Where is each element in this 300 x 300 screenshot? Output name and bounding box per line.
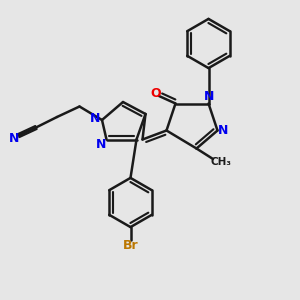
Text: N: N: [90, 112, 100, 125]
Text: O: O: [150, 86, 161, 100]
Text: N: N: [96, 137, 106, 151]
Text: N: N: [218, 124, 229, 137]
Text: CH₃: CH₃: [211, 157, 232, 167]
Text: Br: Br: [123, 238, 138, 252]
Text: N: N: [9, 131, 19, 145]
Text: N: N: [204, 90, 214, 104]
